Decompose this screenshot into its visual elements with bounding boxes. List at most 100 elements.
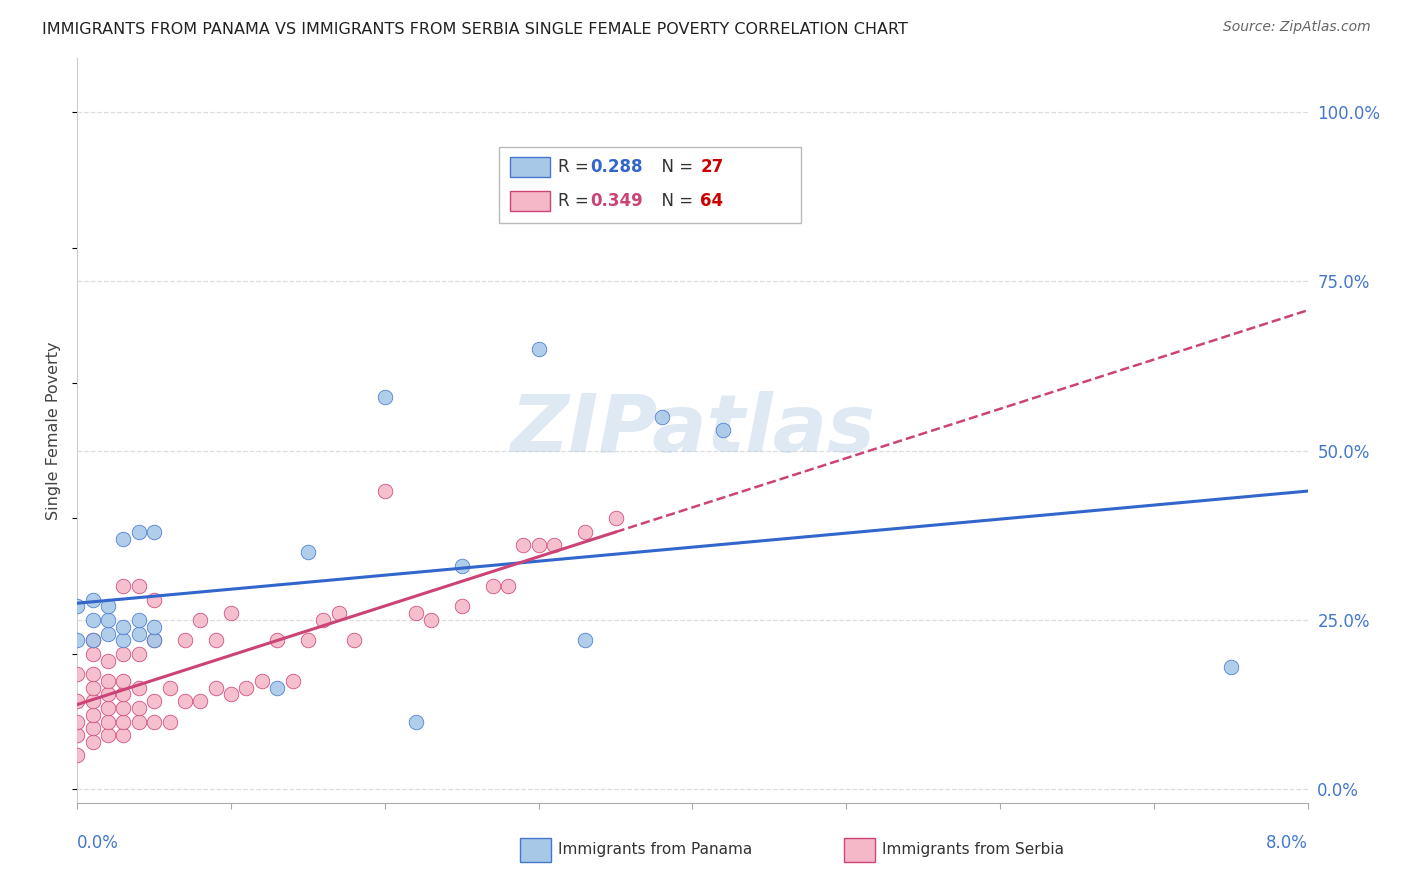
Point [97,701,120,715]
Point [405,714,427,729]
Point [128,714,150,729]
Text: 0.288: 0.288 [591,158,643,176]
Point [143,524,166,539]
Point [190,694,212,708]
Point [112,532,135,546]
Text: N =: N = [651,158,699,176]
Point [82,694,104,708]
Point [112,714,135,729]
Point [112,728,135,742]
Point [128,524,150,539]
Point [420,613,443,627]
Point [82,735,104,749]
Point [112,688,135,702]
Point [219,606,242,620]
Point [174,633,197,648]
Point [128,701,150,715]
Point [97,626,120,640]
Text: Immigrants from Serbia: Immigrants from Serbia [882,842,1063,856]
Point [82,633,104,648]
Point [143,714,166,729]
Point [481,579,503,593]
Point [112,620,135,634]
Point [297,545,319,559]
Point [97,613,120,627]
Point [82,647,104,661]
Point [97,673,120,688]
Point [66,633,89,648]
Point [97,728,120,742]
Text: 64: 64 [700,192,723,210]
Text: 0.349: 0.349 [591,192,644,210]
Point [143,592,166,607]
Point [66,599,89,614]
Point [112,673,135,688]
Text: Source: ZipAtlas.com: Source: ZipAtlas.com [1223,20,1371,34]
Point [328,606,350,620]
Point [66,728,89,742]
Point [82,721,104,735]
Point [112,633,135,648]
Point [512,539,534,553]
Point [281,673,304,688]
Point [527,342,550,356]
Point [204,681,226,695]
Point [97,654,120,668]
Point [128,579,150,593]
Point [374,484,396,499]
Text: ZIPatlas: ZIPatlas [510,392,875,469]
Point [143,620,166,634]
Point [159,714,181,729]
Point [527,539,550,553]
Point [112,701,135,715]
Point [312,613,335,627]
Point [143,694,166,708]
Text: 0.0%: 0.0% [77,834,120,852]
Point [190,613,212,627]
Point [97,688,120,702]
Point [112,647,135,661]
Point [66,748,89,763]
Text: Immigrants from Panama: Immigrants from Panama [558,842,752,856]
Point [82,592,104,607]
Point [219,688,242,702]
Point [82,667,104,681]
Point [450,558,472,573]
Point [235,681,257,695]
Y-axis label: Single Female Poverty: Single Female Poverty [46,341,62,520]
Point [82,613,104,627]
Point [605,511,627,525]
Point [711,424,734,438]
Point [97,599,120,614]
Text: 27: 27 [700,158,724,176]
Point [128,647,150,661]
Point [82,707,104,722]
Point [66,714,89,729]
Point [66,694,89,708]
Point [143,633,166,648]
Point [574,524,596,539]
Point [1219,660,1241,674]
Point [112,579,135,593]
Point [143,633,166,648]
Point [496,579,519,593]
Point [543,539,565,553]
Text: 8.0%: 8.0% [1265,834,1308,852]
Point [204,633,226,648]
Point [159,681,181,695]
Point [82,681,104,695]
Point [574,633,596,648]
Point [374,390,396,404]
Point [66,667,89,681]
Text: R =: R = [558,158,595,176]
Point [128,626,150,640]
Text: IMMIGRANTS FROM PANAMA VS IMMIGRANTS FROM SERBIA SINGLE FEMALE POVERTY CORRELATI: IMMIGRANTS FROM PANAMA VS IMMIGRANTS FRO… [42,22,908,37]
Point [266,681,288,695]
Point [651,409,673,424]
Point [343,633,366,648]
Point [82,633,104,648]
Point [97,714,120,729]
Point [250,673,273,688]
Point [128,681,150,695]
Point [266,633,288,648]
